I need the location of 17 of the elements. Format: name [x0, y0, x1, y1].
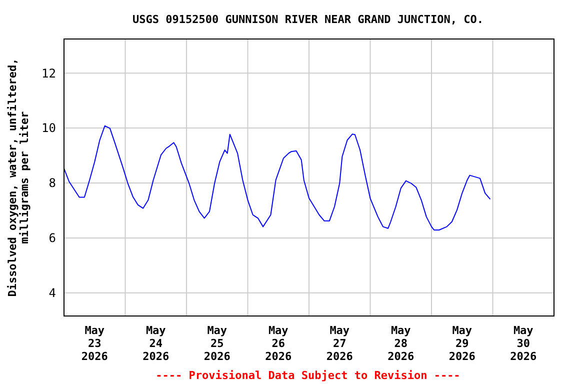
x-tick-label: May 23 2026: [81, 324, 108, 363]
x-tick-label: May 26 2026: [265, 324, 292, 363]
y-axis-title: Dissolved oxygen, water, unfiltered, milligrams per liter: [6, 58, 31, 297]
y-tick-label: 12: [42, 66, 56, 80]
x-tick-label: May 29 2026: [448, 324, 476, 363]
x-tick-label: May 28 2026: [388, 324, 414, 363]
y-tick-label: 8: [48, 176, 56, 190]
x-tick-label: May 25 2026: [204, 324, 231, 363]
x-tick-label: May 24 2026: [142, 324, 170, 363]
y-tick-label: 4: [48, 286, 56, 300]
text: ---- Provisional Data Subject to Revision ----: [156, 369, 460, 382]
y-tick-label: 6: [48, 231, 56, 246]
x-tick-label: May 27 2026: [326, 324, 354, 363]
chart-title: USGS 09152500 GUNNISON RIVER NEAR GRAND JUNCTION, CO.: [132, 13, 484, 26]
y-tick-label: 10: [42, 121, 56, 136]
line-series: [64, 125, 491, 230]
x-tick-label: May 30 2026: [510, 324, 537, 363]
